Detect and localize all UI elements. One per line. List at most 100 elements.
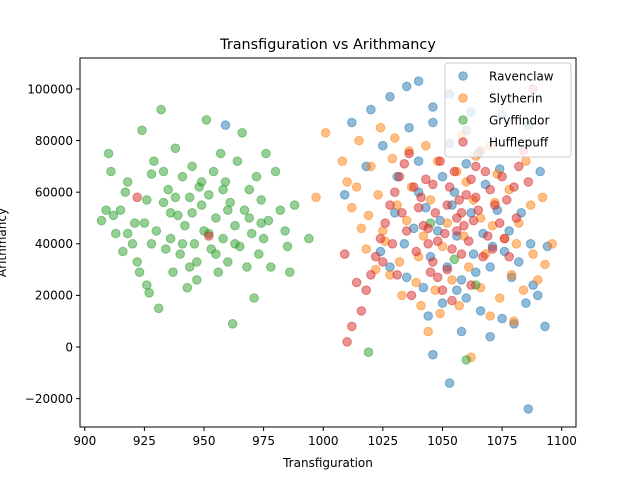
data-point: [180, 220, 190, 231]
data-point: [184, 262, 195, 272]
data-point: [404, 148, 414, 159]
data-point: [413, 202, 424, 213]
data-point: [132, 257, 142, 267]
data-point: [416, 300, 426, 311]
data-point: [478, 251, 488, 262]
data-point: [461, 159, 472, 169]
series-hufflepuff: [132, 84, 538, 347]
data-point: [320, 128, 331, 138]
data-point: [442, 218, 453, 228]
data-point: [432, 272, 443, 283]
data-point: [452, 285, 462, 296]
data-point: [459, 220, 469, 231]
data-point: [432, 236, 443, 246]
data-point: [253, 249, 264, 259]
data-point: [146, 169, 157, 179]
data-point: [485, 184, 496, 195]
data-point: [347, 321, 357, 332]
data-point: [454, 195, 465, 205]
data-point: [468, 249, 479, 259]
data-point: [456, 275, 467, 285]
legend-marker: [458, 71, 468, 81]
data-point: [142, 195, 152, 205]
data-point: [514, 257, 524, 267]
data-point: [409, 182, 419, 192]
data-point: [137, 125, 147, 136]
data-point: [494, 293, 505, 303]
data-point: [201, 115, 212, 125]
data-point: [139, 218, 150, 228]
data-point: [144, 288, 154, 298]
data-point: [258, 233, 269, 244]
data-point: [361, 244, 372, 254]
data-point: [356, 223, 367, 234]
data-point: [428, 179, 438, 190]
data-point: [122, 228, 133, 239]
data-point: [192, 275, 202, 285]
data-point: [425, 267, 436, 278]
series-layer: [96, 76, 558, 414]
data-point: [523, 404, 534, 414]
data-point: [447, 275, 457, 285]
data-point: [204, 190, 214, 200]
x-tick-label: 900: [73, 434, 96, 448]
data-point: [387, 153, 398, 164]
data-point: [518, 285, 529, 296]
data-point: [244, 184, 255, 195]
data-point: [211, 213, 221, 223]
data-point: [428, 102, 438, 112]
legend-marker: [458, 93, 468, 103]
data-point: [533, 275, 543, 285]
data-point: [111, 228, 121, 239]
data-point: [425, 195, 436, 205]
data-point: [356, 306, 367, 316]
data-point: [511, 239, 522, 249]
data-point: [456, 326, 467, 337]
axes-frame: [79, 57, 577, 428]
data-point: [208, 166, 219, 177]
data-point: [521, 298, 531, 308]
data-point: [416, 192, 426, 203]
data-point: [120, 187, 131, 197]
data-point: [442, 200, 453, 210]
data-point: [118, 246, 128, 257]
x-axis-label: Transfiguration: [282, 456, 373, 470]
y-axis-label: Arithmancy: [0, 208, 9, 277]
data-point: [218, 233, 228, 244]
data-point: [232, 156, 243, 166]
data-point: [96, 215, 107, 226]
data-point: [256, 218, 267, 228]
data-point: [230, 220, 240, 231]
series-gryffindor: [96, 104, 481, 365]
data-point: [251, 171, 262, 182]
data-point: [497, 171, 507, 182]
data-point: [187, 208, 197, 218]
data-point: [490, 200, 500, 210]
data-point: [177, 239, 188, 249]
data-point: [430, 208, 441, 218]
data-point: [184, 192, 195, 203]
data-point: [282, 241, 293, 252]
data-point: [468, 215, 479, 226]
data-point: [390, 133, 400, 143]
data-point: [158, 166, 169, 177]
data-point: [397, 208, 407, 218]
data-point: [428, 117, 438, 128]
data-point: [447, 295, 457, 306]
data-point: [456, 249, 467, 259]
y-axis: −20000 0 20000 40000 60000 80000 100000: [25, 82, 80, 406]
data-point: [161, 244, 171, 254]
data-point: [514, 161, 524, 172]
data-point: [411, 246, 422, 257]
x-tick-label: 1025: [368, 434, 399, 448]
data-point: [452, 226, 462, 236]
y-tick-label: 0: [65, 340, 73, 354]
data-point: [242, 262, 252, 272]
data-point: [168, 267, 178, 278]
data-point: [249, 293, 259, 303]
data-point: [130, 218, 140, 228]
data-point: [494, 218, 505, 228]
data-point: [399, 159, 410, 169]
data-point: [509, 182, 519, 192]
data-point: [151, 226, 162, 236]
